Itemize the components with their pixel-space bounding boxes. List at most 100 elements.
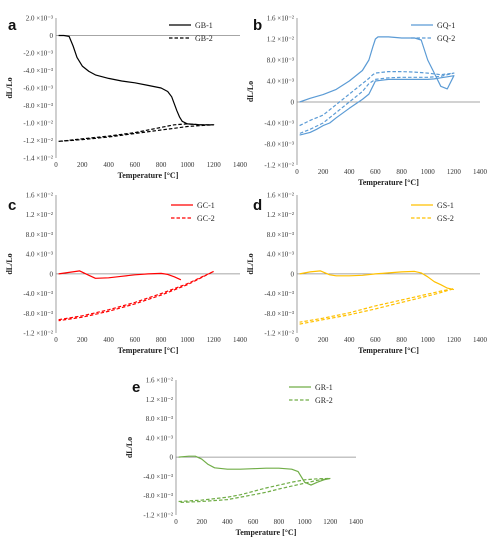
x-tick-label: 0 xyxy=(174,518,178,526)
x-tick-label: 200 xyxy=(77,336,88,344)
chart-panel-e: 1.6 ×10⁻² 1.2 ×10⁻² 8.0 ×10⁻³ 4.0 ×10⁻³ 0 -4.… xyxy=(125,377,364,538)
x-tick-label: 0 xyxy=(295,168,299,176)
x-tick-label: 600 xyxy=(248,518,259,526)
series-line-gb-1 xyxy=(58,34,214,126)
series-line-gs-1 xyxy=(299,270,455,291)
x-tick-label: 800 xyxy=(156,336,167,344)
y-tick-label: 1.6 ×10⁻² xyxy=(146,377,173,385)
series-line-gc-1 xyxy=(58,270,182,281)
legend-label: GS-2 xyxy=(437,214,454,223)
panel-label: a xyxy=(8,17,17,34)
x-tick-label: 400 xyxy=(103,336,114,344)
series-line-gr-1 xyxy=(178,455,331,486)
x-tick-label: 400 xyxy=(344,336,355,344)
y-tick-label: -8.0 ×10⁻³ xyxy=(264,310,294,318)
y-tick-label: 1.2 ×10⁻² xyxy=(267,211,294,219)
x-tick-label: 1200 xyxy=(447,336,462,344)
y-tick-label: -1.2 ×10⁻² xyxy=(23,330,53,338)
y-tick-label: -1.0 ×10⁻² xyxy=(23,120,53,128)
x-tick-label: 1400 xyxy=(233,161,248,169)
series-line-gb-2 xyxy=(58,123,215,142)
x-tick-label: 1400 xyxy=(233,336,248,344)
panel-label: e xyxy=(132,379,140,396)
legend-label: GB-1 xyxy=(195,21,213,30)
y-tick-label: -8.0 ×10⁻³ xyxy=(23,102,53,110)
y-tick-label: 4.0 ×10⁻³ xyxy=(267,78,294,86)
x-tick-label: 800 xyxy=(396,336,407,344)
series-line-gq-2 xyxy=(299,70,455,135)
x-tick-label: 800 xyxy=(274,518,285,526)
x-axis-title: Temperature [°C] xyxy=(236,528,297,537)
x-tick-label: 0 xyxy=(54,336,58,344)
y-tick-label: 1.2 ×10⁻² xyxy=(146,396,173,404)
y-tick-label: -8.0 ×10⁻³ xyxy=(264,141,294,149)
x-tick-label: 200 xyxy=(196,518,207,526)
y-tick-label: 8.0 ×10⁻³ xyxy=(267,57,294,65)
x-tick-label: 1200 xyxy=(207,161,222,169)
x-tick-label: 400 xyxy=(103,161,114,169)
y-axis-title: dL/Lo xyxy=(5,253,14,274)
x-tick-label: 0 xyxy=(54,161,58,169)
y-tick-label: -1.2 ×10⁻² xyxy=(264,162,294,170)
y-tick-label: 1.6 ×10⁻² xyxy=(267,192,294,200)
y-tick-label: 1.2 ×10⁻² xyxy=(26,211,53,219)
y-tick-label: -1.2 ×10⁻² xyxy=(23,137,53,145)
legend-label: GS-1 xyxy=(437,201,454,210)
y-tick-label: -4.0 ×10⁻³ xyxy=(143,473,173,481)
panel-label: d xyxy=(253,197,262,214)
y-tick-label: 0 xyxy=(291,270,295,278)
series-line-gq-1 xyxy=(299,36,455,136)
y-tick-label: -1.2 ×10⁻² xyxy=(264,330,294,338)
y-tick-label: 2.0 ×10⁻³ xyxy=(26,15,53,23)
series-line-gc-2 xyxy=(58,270,215,322)
series-line-gs-2 xyxy=(299,288,455,325)
x-axis-title: Temperature [°C] xyxy=(358,346,419,355)
x-tick-label: 1000 xyxy=(180,161,195,169)
y-tick-label: -2.0 ×10⁻³ xyxy=(23,50,53,58)
panel-label: b xyxy=(253,17,262,34)
y-tick-label: -4.0 ×10⁻³ xyxy=(264,120,294,128)
chart-panel-d: 1.6 ×10⁻² 1.2 ×10⁻² 8.0 ×10⁻³ 4.0 ×10⁻³ 0 -4.… xyxy=(246,192,488,356)
legend-label: GR-1 xyxy=(315,383,333,392)
y-axis-title: dL/Lo xyxy=(246,253,255,274)
x-tick-label: 800 xyxy=(396,168,407,176)
x-tick-label: 1200 xyxy=(207,336,222,344)
x-tick-label: 1200 xyxy=(447,168,462,176)
x-tick-label: 600 xyxy=(370,336,381,344)
y-tick-label: 4.0 ×10⁻³ xyxy=(146,434,173,442)
x-tick-label: 800 xyxy=(156,161,167,169)
y-tick-label: 8.0 ×10⁻³ xyxy=(26,231,53,239)
y-tick-label: 8.0 ×10⁻³ xyxy=(146,415,173,423)
x-tick-label: 400 xyxy=(222,518,233,526)
x-tick-label: 1000 xyxy=(298,518,313,526)
y-axis-title: dL/Lo xyxy=(5,77,14,98)
y-tick-label: 0 xyxy=(50,32,54,40)
chart-panel-a: 2.0 ×10⁻³ 0 -2.0 ×10⁻³ -4.0 ×10⁻³ -6.0 ×10⁻³… xyxy=(5,15,248,181)
legend-label: GQ-2 xyxy=(437,34,455,43)
y-tick-label: -1.4 ×10⁻² xyxy=(23,155,53,163)
y-tick-label: 8.0 ×10⁻³ xyxy=(267,231,294,239)
legend-label: GB-2 xyxy=(195,34,213,43)
y-tick-label: 1.2 ×10⁻² xyxy=(267,36,294,44)
y-tick-label: 0 xyxy=(50,270,54,278)
y-tick-label: 1.6 ×10⁻² xyxy=(267,15,294,23)
x-axis-title: Temperature [°C] xyxy=(118,171,179,180)
y-tick-label: -4.0 ×10⁻³ xyxy=(23,67,53,75)
y-axis-title: dL/Lo xyxy=(246,81,255,102)
x-tick-label: 1000 xyxy=(421,336,436,344)
y-tick-label: 0 xyxy=(170,454,174,462)
y-tick-label: -4.0 ×10⁻³ xyxy=(23,290,53,298)
legend-label: GC-2 xyxy=(197,214,215,223)
x-tick-label: 1200 xyxy=(323,518,338,526)
x-tick-label: 1000 xyxy=(180,336,195,344)
y-tick-label: -6.0 ×10⁻³ xyxy=(23,85,53,93)
x-tick-label: 400 xyxy=(344,168,355,176)
x-tick-label: 200 xyxy=(318,336,329,344)
y-tick-label: -8.0 ×10⁻³ xyxy=(23,310,53,318)
y-tick-label: -1.2 ×10⁻² xyxy=(143,512,173,520)
x-tick-label: 1400 xyxy=(349,518,364,526)
chart-panel-c: 1.6 ×10⁻² 1.2 ×10⁻² 8.0 ×10⁻³ 4.0 ×10⁻³ 0 -4.… xyxy=(5,192,248,356)
x-tick-label: 600 xyxy=(130,336,141,344)
y-tick-label: -8.0 ×10⁻³ xyxy=(143,492,173,500)
